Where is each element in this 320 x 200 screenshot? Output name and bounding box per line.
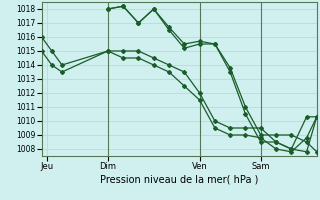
X-axis label: Pression niveau de la mer( hPa ): Pression niveau de la mer( hPa ) bbox=[100, 174, 258, 184]
